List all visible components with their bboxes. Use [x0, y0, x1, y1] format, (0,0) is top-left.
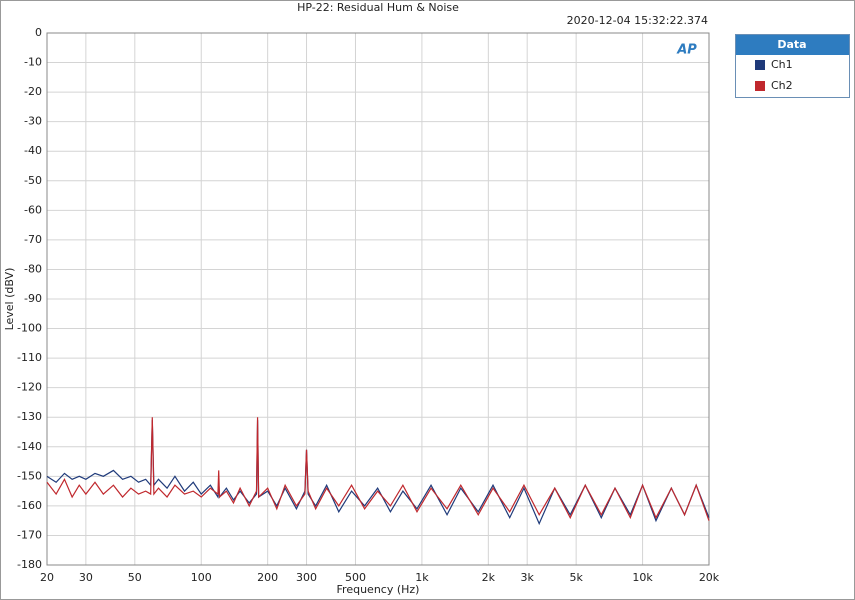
plot-area [46, 32, 710, 566]
legend-title: Data [777, 38, 806, 51]
y-tick-label: -30 [24, 115, 42, 128]
timestamp: 2020-12-04 15:32:22.374 [567, 14, 708, 27]
x-tick-label: 3k [521, 571, 535, 584]
data-line [46, 417, 710, 521]
x-tick-label: 1k [415, 571, 429, 584]
y-tick-label: -50 [24, 174, 42, 187]
x-tick-label: 300 [296, 571, 317, 584]
y-tick-label: -140 [17, 440, 42, 453]
x-tick-label: 30 [79, 571, 93, 584]
y-tick-label: -90 [24, 292, 42, 305]
y-tick-label: -40 [24, 144, 42, 157]
x-tick-label: 500 [345, 571, 366, 584]
x-tick-label: 5k [569, 571, 583, 584]
x-tick-label: 20k [699, 571, 720, 584]
y-tick-label: -70 [24, 233, 42, 246]
y-tick-label: -160 [17, 499, 42, 512]
legend-label: Ch2 [771, 79, 793, 92]
legend-swatch [755, 81, 765, 91]
y-tick-label: 0 [35, 26, 42, 39]
x-tick-label: 2k [482, 571, 496, 584]
y-tick-label: -150 [17, 469, 42, 482]
legend-label: Ch1 [771, 58, 793, 71]
y-axis-label: Level (dBV) [3, 268, 16, 331]
x-axis-label: Frequency (Hz) [337, 583, 420, 596]
chart-title: HP-22: Residual Hum & Noise [297, 1, 459, 14]
legend-header [736, 35, 849, 55]
x-tick-label: 20 [40, 571, 54, 584]
x-tick-label: 10k [632, 571, 653, 584]
y-tick-label: -10 [24, 56, 42, 69]
y-tick-label: -120 [17, 381, 42, 394]
y-tick-label: -20 [24, 85, 42, 98]
logo: AP [676, 43, 697, 58]
y-tick-label: -80 [24, 262, 42, 275]
x-tick-label: 200 [257, 571, 278, 584]
data-line [46, 420, 710, 526]
x-tick-label: 50 [128, 571, 142, 584]
y-tick-label: -110 [17, 351, 42, 364]
y-tick-label: -170 [17, 528, 42, 541]
y-tick-label: -180 [17, 558, 42, 571]
legend-swatch [755, 60, 765, 70]
y-tick-label: -100 [17, 322, 42, 335]
y-tick-label: -60 [24, 203, 42, 216]
x-tick-label: 100 [191, 571, 212, 584]
y-tick-label: -130 [17, 410, 42, 423]
